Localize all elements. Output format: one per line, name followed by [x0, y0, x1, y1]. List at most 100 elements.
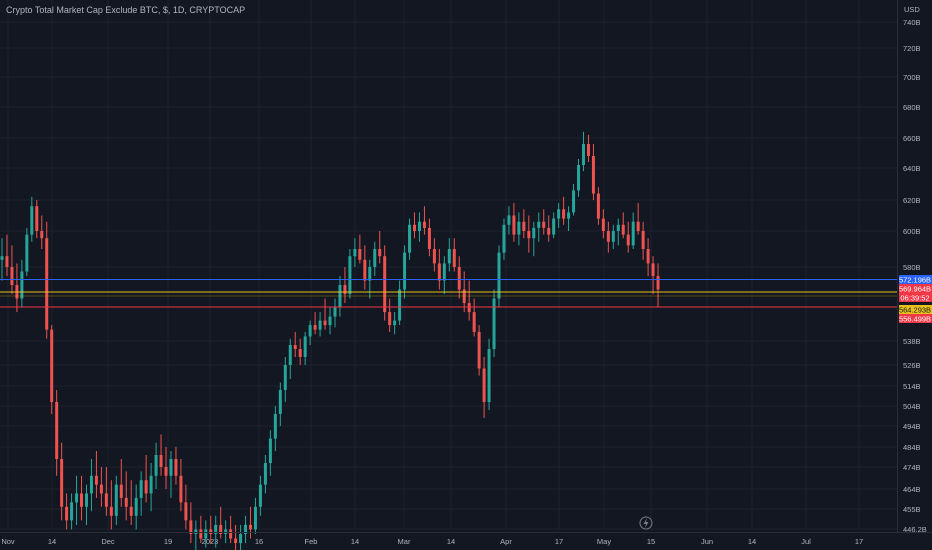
candle-body	[244, 524, 248, 534]
candle-body	[298, 349, 302, 357]
x-tick-label: Jun	[701, 537, 713, 546]
candle-body	[323, 320, 327, 326]
candle-body	[502, 224, 506, 253]
candle-body	[94, 475, 98, 485]
candle-body	[20, 271, 24, 299]
candle-body	[353, 249, 357, 257]
candle-body	[129, 506, 133, 516]
candle-body	[388, 312, 392, 326]
y-tick-label: 720B	[903, 44, 921, 53]
candle-body	[154, 455, 158, 476]
y-tick-label: 455B	[903, 505, 921, 514]
price-badge-label: 572.196B	[899, 276, 931, 285]
candle-body	[313, 325, 317, 330]
x-tick-label: 17	[855, 537, 863, 546]
y-tick-label: 538B	[903, 337, 921, 346]
candle-body	[636, 221, 640, 231]
candle-body	[278, 390, 282, 414]
x-tick-label: 17	[555, 537, 563, 546]
candle-body	[268, 438, 272, 463]
candle-body	[542, 221, 546, 228]
x-tick-label: 19	[164, 537, 172, 546]
candle-body	[378, 249, 382, 257]
candle-body	[134, 497, 138, 516]
y-tick-label: 474B	[903, 463, 921, 472]
x-tick-label: Apr	[500, 537, 512, 546]
candle-body	[139, 480, 143, 498]
candle-body	[646, 249, 650, 264]
candle-body	[586, 144, 590, 156]
candle-body	[40, 231, 44, 239]
y-tick-label: 464B	[903, 485, 921, 494]
y-tick-label: 620B	[903, 196, 921, 205]
candle-body	[482, 368, 486, 402]
candle-body	[144, 480, 148, 494]
price-badge	[899, 275, 932, 284]
lightning-icon[interactable]	[639, 516, 653, 530]
candle-body	[99, 484, 103, 494]
candle-body	[80, 493, 84, 507]
candle-body	[234, 538, 238, 544]
candle-body	[507, 215, 511, 225]
candle-body	[442, 263, 446, 281]
candle-body	[174, 459, 178, 476]
candle-body	[333, 307, 337, 317]
candle-body	[422, 221, 426, 228]
x-tick-label: 2023	[202, 537, 219, 546]
candle-body	[199, 529, 203, 539]
candle-body	[358, 249, 362, 260]
y-tick-label: 446.2B	[903, 525, 927, 534]
x-tick-label: 16	[255, 537, 263, 546]
candle-body	[194, 529, 198, 534]
candle-body	[184, 502, 188, 521]
candle-body	[383, 256, 387, 313]
candle-body	[462, 289, 466, 304]
y-tick-label: 504B	[903, 402, 921, 411]
candle-body	[591, 156, 595, 194]
candle-body	[343, 285, 347, 295]
candle-body	[467, 303, 471, 313]
candle-body	[164, 467, 168, 476]
candle-body	[318, 320, 322, 330]
candle-body	[437, 263, 441, 281]
candle-body	[89, 475, 93, 494]
candle-body	[124, 497, 128, 507]
candle-body	[562, 209, 566, 219]
candle-body	[363, 259, 367, 281]
candle-body	[45, 238, 49, 330]
candle-body	[596, 193, 600, 219]
candle-body	[65, 506, 69, 521]
candle-body	[70, 502, 74, 521]
x-tick-label: Mar	[398, 537, 411, 546]
candle-body	[577, 165, 581, 191]
candle-body	[104, 493, 108, 507]
x-tick-label: Dec	[101, 537, 115, 546]
candle-body	[572, 190, 576, 213]
candle-body	[497, 252, 501, 299]
candle-body	[413, 224, 417, 231]
x-tick-label: 14	[447, 537, 455, 546]
candle-body	[432, 249, 436, 264]
candle-body	[537, 221, 541, 228]
price-badge-label: 564.293B	[899, 306, 931, 315]
candle-body	[273, 414, 277, 439]
candle-body	[293, 345, 297, 349]
price-badge-label: 569.964B	[899, 285, 931, 294]
candle-body	[477, 331, 481, 369]
candle-body	[204, 529, 208, 539]
candle-body	[552, 218, 556, 235]
candle-body	[179, 475, 183, 503]
y-tick-label: 526B	[903, 361, 921, 370]
candle-body	[75, 493, 79, 503]
price-badge-label: 556.499B	[899, 315, 931, 324]
candle-body	[303, 336, 307, 357]
candle-body	[452, 249, 456, 267]
candle-body	[532, 227, 536, 239]
candle-body	[60, 459, 64, 507]
candle-body	[651, 263, 655, 277]
candle-body	[373, 249, 377, 267]
price-badge-label: 06:39:52	[900, 294, 929, 303]
y-tick-label: 494B	[903, 422, 921, 431]
candle-body	[581, 144, 585, 165]
